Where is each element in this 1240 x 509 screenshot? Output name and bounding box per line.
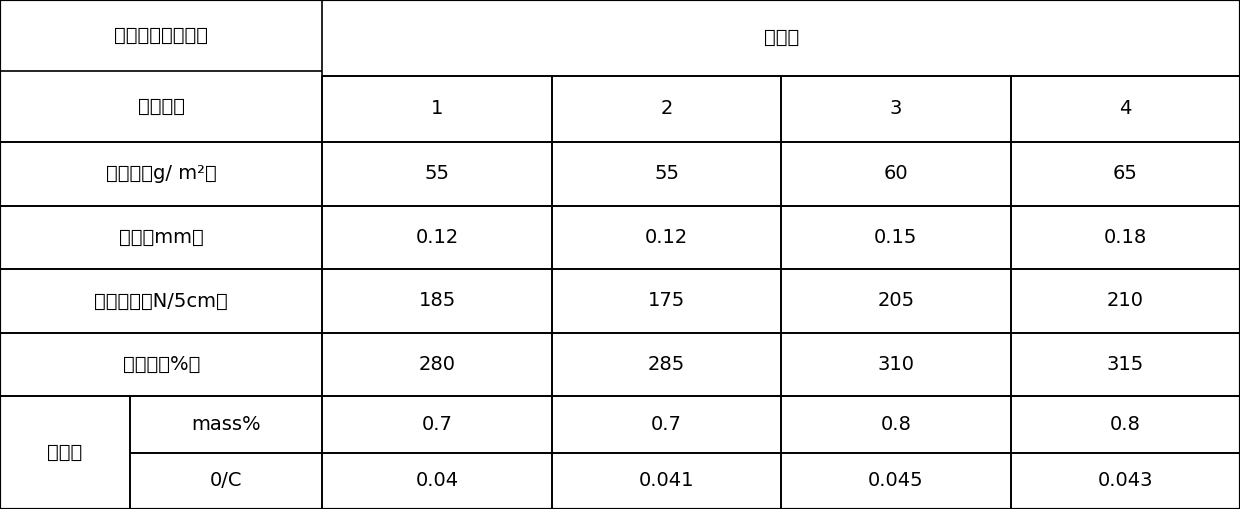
Text: 315: 315 (1106, 355, 1145, 374)
Text: 0.043: 0.043 (1097, 471, 1153, 490)
Text: 185: 185 (418, 292, 456, 310)
Text: 吸液率（%）: 吸液率（%） (123, 355, 200, 374)
Text: 0.8: 0.8 (1110, 415, 1141, 434)
Text: 0/C: 0/C (210, 471, 243, 490)
Text: 1: 1 (432, 99, 443, 119)
Text: 碘化度: 碘化度 (47, 443, 83, 462)
Text: 0.7: 0.7 (651, 415, 682, 434)
Text: 0.04: 0.04 (415, 471, 459, 490)
Text: 0.8: 0.8 (880, 415, 911, 434)
Text: 55: 55 (653, 164, 680, 183)
Text: 2: 2 (661, 99, 672, 119)
Text: 0.15: 0.15 (874, 228, 918, 247)
Text: 0.12: 0.12 (645, 228, 688, 247)
Text: mass%: mass% (191, 415, 262, 434)
Text: 指标名称: 指标名称 (138, 97, 185, 116)
Text: 拉伸强度（N/5cm）: 拉伸强度（N/5cm） (94, 292, 228, 310)
Text: 实施例: 实施例 (764, 29, 799, 47)
Text: 新型镍氢电池隔膜: 新型镍氢电池隔膜 (114, 26, 208, 45)
Text: 175: 175 (647, 292, 686, 310)
Text: 3: 3 (890, 99, 901, 119)
Text: 310: 310 (878, 355, 914, 374)
Text: 0.18: 0.18 (1104, 228, 1147, 247)
Text: 210: 210 (1107, 292, 1143, 310)
Text: 0.041: 0.041 (639, 471, 694, 490)
Text: 4: 4 (1120, 99, 1131, 119)
Text: 280: 280 (419, 355, 455, 374)
Text: 65: 65 (1112, 164, 1138, 183)
Text: 60: 60 (884, 164, 908, 183)
Text: 285: 285 (647, 355, 686, 374)
Text: 厚度（mm）: 厚度（mm） (119, 228, 203, 247)
Text: 55: 55 (424, 164, 450, 183)
Text: 205: 205 (878, 292, 914, 310)
Text: 0.12: 0.12 (415, 228, 459, 247)
Text: 面密度（g/ m²）: 面密度（g/ m²） (105, 164, 217, 183)
Text: 0.045: 0.045 (868, 471, 924, 490)
Text: 0.7: 0.7 (422, 415, 453, 434)
